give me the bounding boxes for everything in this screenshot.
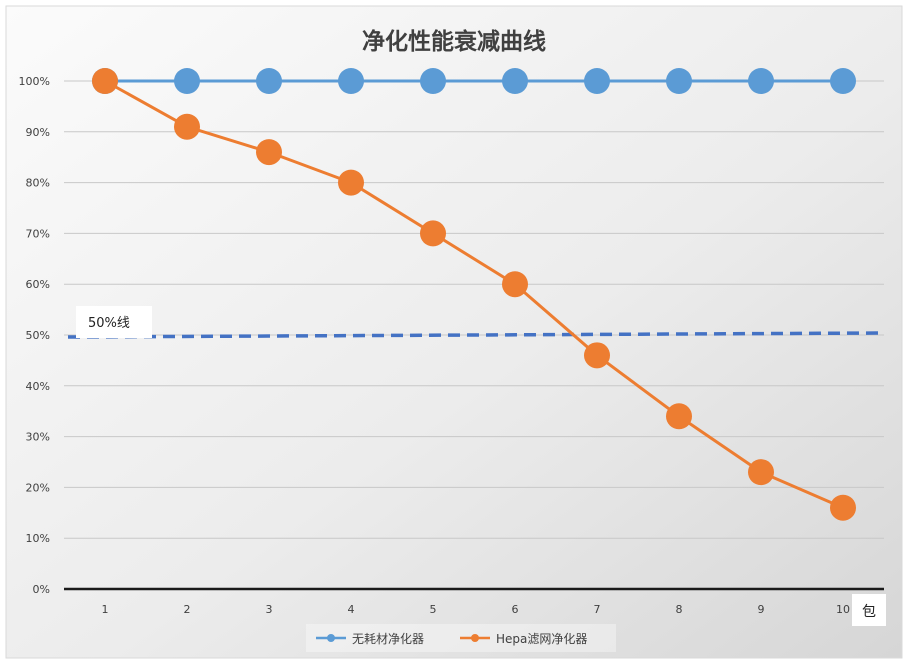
y-tick-label: 30% xyxy=(26,431,50,444)
series-line xyxy=(104,79,844,510)
data-point xyxy=(502,271,528,298)
data-point xyxy=(584,68,610,94)
x-axis-label: 包 xyxy=(862,604,876,620)
data-point xyxy=(420,68,446,94)
y-tick-label: 50% xyxy=(26,329,50,342)
data-point xyxy=(338,68,364,94)
data-point xyxy=(748,459,774,486)
data-point xyxy=(92,68,118,94)
data-point xyxy=(420,220,446,247)
y-tick-label: 10% xyxy=(26,532,50,545)
x-axis-label-box xyxy=(852,594,886,626)
legend-label: Hepa滤网净化器 xyxy=(496,632,587,646)
x-tick-label: 2 xyxy=(184,603,191,616)
y-axis: 0% 10% 20% 30% 40% 50% 60% 70% 80% 90% 100% xyxy=(19,75,50,596)
data-point xyxy=(174,68,200,94)
data-point xyxy=(748,68,774,94)
x-tick-label: 9 xyxy=(758,603,765,616)
x-tick-label: 1 xyxy=(102,603,109,616)
legend-item-hepa[interactable]: Hepa滤网净化器 xyxy=(460,632,587,646)
series-group xyxy=(92,68,856,521)
legend-label: 无耗材净化器 xyxy=(352,632,424,646)
data-point xyxy=(666,403,692,430)
data-point xyxy=(338,169,364,196)
legend: 无耗材净化器 Hepa滤网净化器 xyxy=(306,624,616,652)
x-tick-label: 10 xyxy=(836,603,850,616)
x-tick-label: 6 xyxy=(512,603,519,616)
data-point xyxy=(256,139,282,166)
series-hepa xyxy=(92,68,856,521)
legend-item-no-consumable[interactable]: 无耗材净化器 xyxy=(316,632,424,646)
x-tick-label: 8 xyxy=(676,603,683,616)
data-point xyxy=(174,113,200,140)
reference-line-label-box xyxy=(76,306,152,338)
data-point xyxy=(502,68,528,94)
x-tick-label: 7 xyxy=(594,603,601,616)
x-tick-label: 5 xyxy=(430,603,437,616)
y-tick-label: 60% xyxy=(26,278,50,291)
x-axis: 1 2 3 4 5 6 7 8 9 10 xyxy=(102,603,851,616)
data-point xyxy=(830,68,856,94)
reference-line-group xyxy=(67,331,885,339)
legend-swatch-marker xyxy=(327,634,335,642)
y-tick-label: 90% xyxy=(26,126,50,139)
y-tick-label: 80% xyxy=(26,177,50,190)
chart-title: 净化性能衰减曲线 xyxy=(362,28,546,55)
data-point xyxy=(256,68,282,94)
y-tick-label: 20% xyxy=(26,481,50,494)
x-tick-label: 4 xyxy=(348,603,355,616)
reference-line xyxy=(67,331,885,339)
data-point xyxy=(830,494,856,521)
x-tick-label: 3 xyxy=(266,603,273,616)
y-tick-label: 100% xyxy=(19,75,50,88)
data-point xyxy=(666,68,692,94)
reference-line-label: 50%线 xyxy=(88,316,130,331)
y-tick-label: 0% xyxy=(33,583,50,596)
data-point xyxy=(584,342,610,369)
y-tick-label: 70% xyxy=(26,227,50,240)
y-tick-label: 40% xyxy=(26,380,50,393)
legend-swatch-marker xyxy=(471,634,479,642)
